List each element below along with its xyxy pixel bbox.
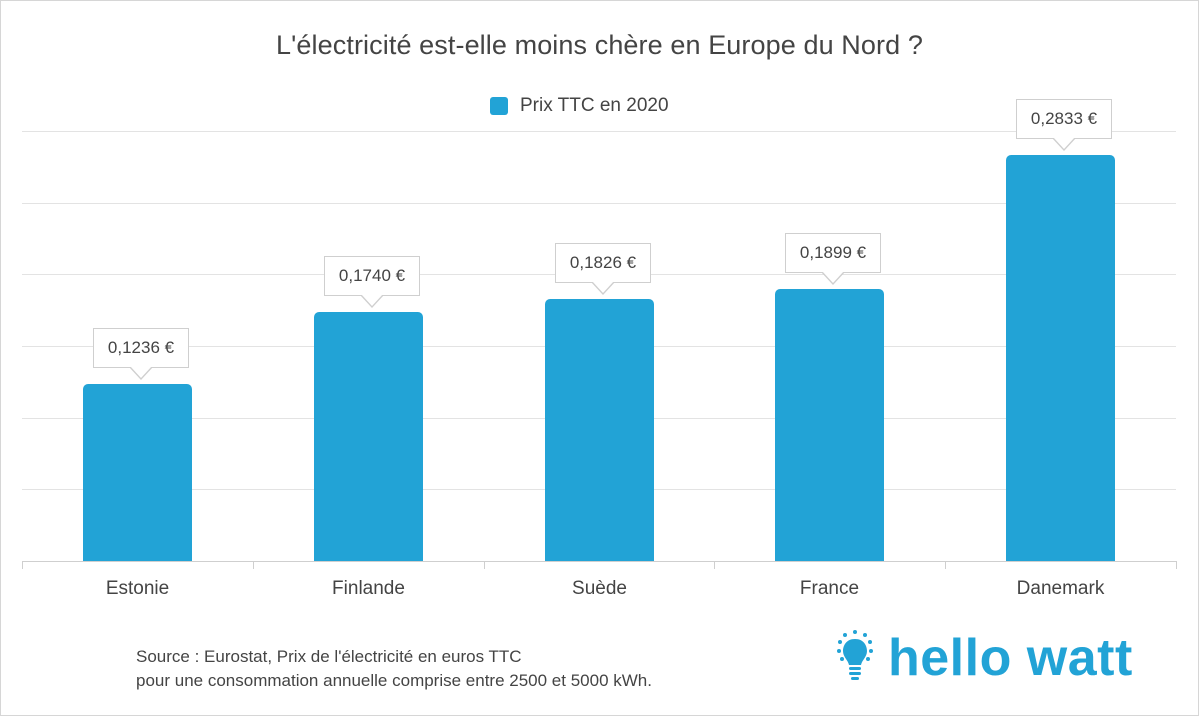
legend-label: Prix TTC en 2020 (520, 95, 669, 116)
x-axis-tick (22, 561, 23, 569)
source-line-2: pour une consommation annuelle comprise … (136, 671, 652, 690)
bar-france[interactable] (775, 289, 884, 561)
x-axis (22, 561, 1176, 562)
category-label: Danemark (1016, 578, 1105, 599)
x-axis-tick (253, 561, 254, 569)
source-line-1: Source : Eurostat, Prix de l'électricité… (136, 647, 522, 666)
bar-suède[interactable] (545, 299, 654, 561)
x-axis-tick (945, 561, 946, 569)
value-label: 0,1740 € (324, 256, 420, 308)
bar-estonie[interactable] (83, 384, 192, 561)
value-label: 0,1899 € (785, 233, 881, 285)
category-label: Suède (572, 578, 627, 599)
category-label: France (799, 578, 860, 599)
legend[interactable]: Prix TTC en 2020 (490, 95, 669, 117)
x-axis-tick (484, 561, 485, 569)
hello-watt-logo: hello watt (836, 630, 1133, 685)
category-label: Estonie (105, 578, 170, 599)
category-label: Finlande (332, 578, 405, 599)
bar-danemark[interactable] (1006, 155, 1115, 561)
x-axis-tick (1176, 561, 1177, 569)
lightbulb-icon (836, 630, 874, 685)
bar-finlande[interactable] (314, 312, 423, 561)
value-label: 0,1236 € (93, 328, 189, 380)
logo-text: hello watt (888, 628, 1133, 687)
gridline (22, 131, 1176, 132)
source-note: Source : Eurostat, Prix de l'électricité… (136, 645, 652, 693)
x-axis-tick (714, 561, 715, 569)
value-label: 0,1826 € (555, 243, 651, 295)
legend-swatch (490, 97, 508, 115)
value-label: 0,2833 € (1016, 99, 1112, 151)
gridline (22, 202, 1176, 204)
chart-title: L'électricité est-elle moins chère en Eu… (276, 30, 923, 60)
